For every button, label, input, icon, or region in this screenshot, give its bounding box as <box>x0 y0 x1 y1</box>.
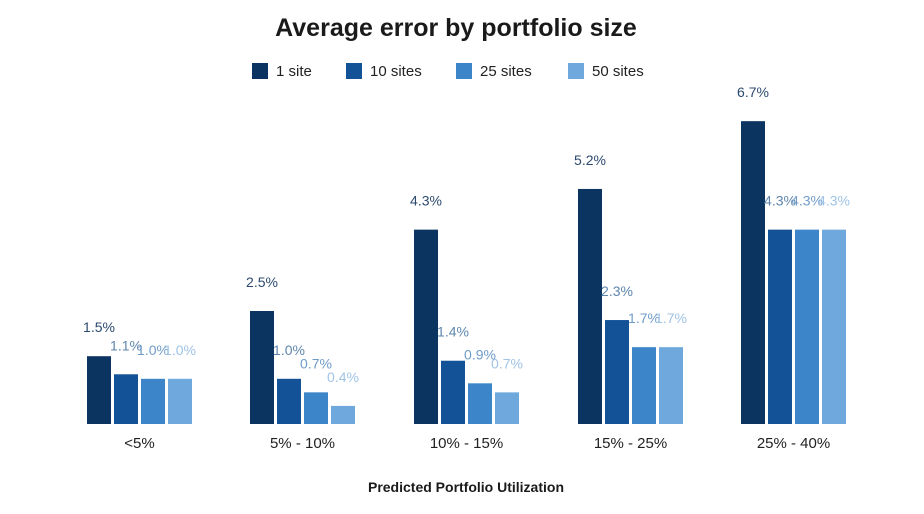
data-label: 4.3% <box>818 193 850 209</box>
data-label: 1.7% <box>655 310 687 326</box>
data-label: 2.3% <box>601 283 633 299</box>
data-label: 0.4% <box>327 369 359 385</box>
legend-swatch <box>252 63 268 79</box>
data-label: 1.1% <box>110 337 142 353</box>
x-tick-label: 10% - 15% <box>430 435 503 452</box>
bar <box>250 311 274 424</box>
data-label: 4.3% <box>410 193 442 209</box>
bar <box>605 320 629 424</box>
legend-label: 1 site <box>276 63 312 80</box>
data-label: 1.0% <box>137 342 169 358</box>
bar <box>768 229 792 424</box>
data-label: 0.7% <box>300 355 332 371</box>
bar <box>795 229 819 424</box>
data-label: 1.0% <box>273 342 305 358</box>
bar <box>441 360 465 424</box>
data-label: 4.3% <box>791 193 823 209</box>
bar <box>468 383 492 424</box>
bar <box>141 378 165 424</box>
data-label: 0.9% <box>464 346 496 362</box>
data-label: 1.5% <box>83 319 115 335</box>
x-tick-label: <5% <box>124 435 154 452</box>
bar <box>331 405 355 424</box>
legend-label: 50 sites <box>592 63 644 80</box>
data-label: 1.7% <box>628 310 660 326</box>
data-label: 2.5% <box>246 274 278 290</box>
legend-label: 25 sites <box>480 63 532 80</box>
bar <box>168 378 192 424</box>
bar <box>277 378 301 424</box>
legend-swatch <box>346 63 362 79</box>
bar <box>578 188 602 424</box>
data-label: 4.3% <box>764 193 796 209</box>
chart-title: Average error by portfolio size <box>275 14 637 42</box>
bar <box>659 347 683 424</box>
bar <box>87 356 111 424</box>
bar <box>741 121 765 424</box>
bar <box>632 347 656 424</box>
legend-swatch <box>568 63 584 79</box>
legend-swatch <box>456 63 472 79</box>
legend: 1 site 10 sites 25 sites 50 sites <box>252 63 644 80</box>
x-tick-label: 15% - 25% <box>594 435 667 452</box>
data-label: 6.7% <box>737 84 769 100</box>
bar <box>414 229 438 424</box>
bar <box>114 374 138 424</box>
data-label: 1.0% <box>164 342 196 358</box>
x-tick-label: 5% - 10% <box>270 435 335 452</box>
data-label: 1.4% <box>437 324 469 340</box>
x-axis-title: Predicted Portfolio Utilization <box>368 479 564 495</box>
legend-label: 10 sites <box>370 63 422 80</box>
x-tick-label: 25% - 40% <box>757 435 830 452</box>
data-label: 5.2% <box>574 152 606 168</box>
bar <box>822 229 846 424</box>
data-label: 0.7% <box>491 355 523 371</box>
plot-area: 1.5%1.1%1.0%1.0%<5%2.5%1.0%0.7%0.4%5% - … <box>83 84 850 452</box>
bar <box>304 392 328 424</box>
bar <box>495 392 519 424</box>
